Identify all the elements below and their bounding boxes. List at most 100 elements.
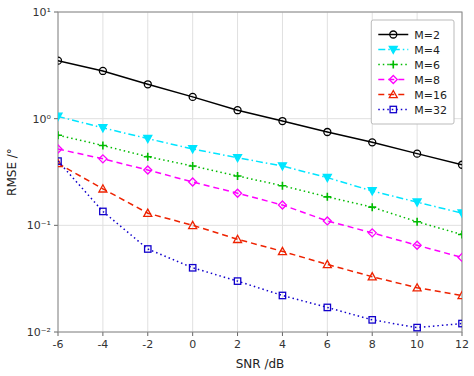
x-tick-label: -2: [142, 338, 153, 351]
point: [368, 188, 376, 195]
x-tick-label: 8: [369, 338, 376, 351]
x-tick-label: -6: [53, 338, 64, 351]
legend-marker: [389, 61, 397, 69]
legend-marker: [390, 106, 396, 112]
point: [368, 229, 376, 237]
series-line: [58, 149, 462, 257]
legend-label: M=2: [414, 29, 440, 42]
y-tick: [54, 225, 58, 226]
point: [458, 291, 462, 298]
point: [58, 57, 62, 64]
y-tick-label: 10⁻¹: [27, 219, 51, 232]
y-tick: [54, 118, 58, 119]
point: [323, 217, 331, 225]
point: [323, 193, 331, 201]
x-tick: [237, 332, 238, 336]
point: [369, 139, 376, 146]
point: [368, 203, 376, 211]
point: [58, 145, 62, 153]
point: [234, 189, 242, 197]
x-tick-label: 2: [234, 338, 241, 351]
series-line: [58, 161, 462, 327]
legend-label: M=4: [414, 44, 440, 57]
point: [413, 199, 421, 206]
point: [413, 241, 421, 249]
point: [189, 162, 197, 170]
x-grid-line: [282, 12, 283, 332]
legend: M=2M=4M=6M=8M=16M=32: [371, 20, 454, 124]
x-tick-label: 6: [324, 338, 331, 351]
point: [189, 93, 196, 100]
y-grid-line: [58, 225, 462, 226]
point: [278, 201, 286, 209]
point: [323, 174, 331, 181]
x-grid-line: [147, 12, 148, 332]
point: [145, 246, 151, 252]
x-tick-label: -4: [97, 338, 108, 351]
x-grid-line: [102, 12, 103, 332]
point: [458, 210, 462, 217]
plot-area: [58, 12, 462, 332]
point: [58, 158, 61, 164]
x-tick: [462, 332, 463, 336]
x-tick-label: 0: [189, 338, 196, 351]
point: [234, 155, 242, 162]
y-tick-label: 10¹: [33, 6, 51, 19]
point: [99, 142, 107, 150]
y-tick-label: 10⁻²: [27, 326, 51, 339]
legend-marker: [390, 31, 397, 38]
legend-marker: [389, 76, 397, 84]
series-line: [58, 163, 462, 295]
point: [189, 178, 197, 186]
legend-line: [378, 109, 408, 111]
point: [99, 125, 107, 132]
point: [458, 253, 462, 261]
x-tick-label: 12: [455, 338, 469, 351]
point: [58, 113, 62, 120]
x-tick: [102, 332, 103, 336]
point: [234, 235, 242, 242]
point: [100, 208, 106, 214]
point: [144, 153, 152, 161]
x-tick: [282, 332, 283, 336]
point: [414, 324, 420, 330]
point: [99, 185, 107, 192]
x-tick: [372, 332, 373, 336]
point: [324, 128, 331, 135]
x-tick: [417, 332, 418, 336]
legend-line: [378, 94, 408, 96]
y-tick: [54, 12, 58, 13]
point: [234, 172, 242, 180]
point: [324, 304, 330, 310]
series: [58, 113, 462, 217]
series: [58, 158, 462, 331]
point: [278, 247, 286, 254]
point: [368, 273, 376, 280]
grid: [58, 12, 462, 332]
point: [414, 150, 421, 157]
point: [413, 284, 421, 291]
plot-frame: [58, 12, 462, 332]
point: [458, 231, 462, 239]
point: [278, 182, 286, 190]
axes: -6-4-202468101210⁻²10⁻¹10⁰10¹: [27, 6, 469, 351]
x-tick: [147, 332, 148, 336]
series: [58, 145, 462, 261]
legend-line: [378, 79, 408, 81]
legend-label: M=16: [414, 89, 447, 102]
point: [279, 118, 286, 125]
x-tick: [327, 332, 328, 336]
point: [459, 161, 463, 168]
point: [144, 166, 152, 174]
point: [279, 292, 285, 298]
point: [413, 218, 421, 226]
point: [99, 155, 107, 163]
x-axis-label: SNR /dB: [236, 357, 285, 371]
point: [189, 221, 197, 228]
x-tick: [58, 332, 59, 336]
x-grid-line: [192, 12, 193, 332]
point: [99, 67, 106, 74]
x-grid-line: [327, 12, 328, 332]
point: [234, 278, 240, 284]
series: [58, 131, 462, 238]
